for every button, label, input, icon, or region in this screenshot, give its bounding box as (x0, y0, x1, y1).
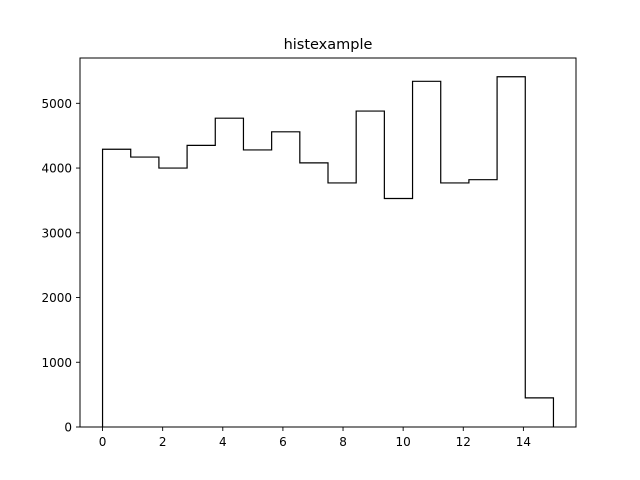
chart-title: histexample (284, 37, 373, 53)
x-tick-label: 10 (396, 435, 411, 449)
histogram-step-line (101, 76, 555, 427)
x-tick-label: 6 (279, 435, 287, 449)
x-tick-label: 0 (99, 435, 107, 449)
x-tick-label: 14 (516, 435, 531, 449)
y-tick-label: 5000 (41, 97, 72, 111)
x-axis-ticks: 0 2 4 6 8 10 12 14 (99, 427, 531, 449)
y-tick-label: 3000 (41, 226, 72, 240)
y-tick-label: 2000 (41, 291, 72, 305)
y-tick-label: 1000 (41, 356, 72, 370)
x-tick-label: 8 (339, 435, 347, 449)
x-tick-label: 12 (456, 435, 471, 449)
y-tick-label: 4000 (41, 162, 72, 176)
y-tick-label: 0 (64, 421, 72, 435)
x-tick-label: 2 (159, 435, 167, 449)
plot-area-frame (79, 57, 577, 428)
x-tick-label: 4 (219, 435, 227, 449)
y-axis-ticks: 0 1000 2000 3000 4000 5000 (41, 97, 80, 435)
